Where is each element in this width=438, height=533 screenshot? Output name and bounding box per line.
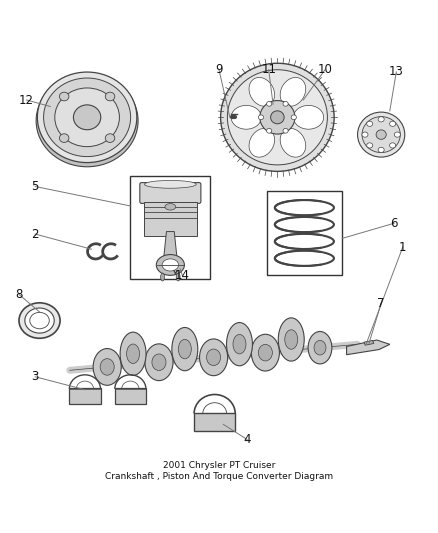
Ellipse shape [145,181,196,188]
Polygon shape [346,340,390,355]
Text: 14: 14 [175,269,190,281]
Ellipse shape [389,143,396,148]
Ellipse shape [127,344,140,364]
Ellipse shape [249,128,275,157]
Ellipse shape [176,273,180,281]
Text: 11: 11 [261,63,276,76]
Ellipse shape [362,117,400,152]
FancyBboxPatch shape [194,413,235,431]
Ellipse shape [37,72,137,163]
Ellipse shape [367,143,373,148]
Ellipse shape [291,115,297,120]
Ellipse shape [362,132,368,137]
Ellipse shape [280,77,306,106]
Text: 7: 7 [378,297,385,310]
Ellipse shape [145,344,173,381]
Ellipse shape [378,117,384,122]
FancyBboxPatch shape [144,201,197,236]
Ellipse shape [367,121,373,126]
Ellipse shape [271,111,284,124]
Ellipse shape [389,121,396,126]
FancyBboxPatch shape [140,183,201,204]
Ellipse shape [226,322,252,366]
Ellipse shape [93,349,121,385]
FancyBboxPatch shape [115,389,146,403]
Ellipse shape [36,75,138,167]
Ellipse shape [283,128,288,133]
Ellipse shape [293,106,324,129]
Ellipse shape [278,318,304,361]
Text: 8: 8 [15,288,23,301]
Text: 1: 1 [399,240,406,254]
Ellipse shape [249,77,275,106]
Ellipse shape [357,112,405,157]
Ellipse shape [283,101,288,106]
Ellipse shape [285,330,298,349]
Ellipse shape [120,332,146,375]
Ellipse shape [19,303,60,338]
Ellipse shape [207,349,221,366]
Text: 2: 2 [32,228,39,240]
Text: 2001 Chrysler PT Cruiser
Crankshaft , Piston And Torque Converter Diagram: 2001 Chrysler PT Cruiser Crankshaft , Pi… [105,461,333,481]
Ellipse shape [258,115,264,120]
Ellipse shape [200,339,228,376]
Ellipse shape [60,92,69,101]
Ellipse shape [231,106,261,129]
Ellipse shape [100,359,114,375]
Ellipse shape [165,204,176,210]
Text: 5: 5 [32,180,39,193]
Polygon shape [164,231,177,265]
FancyBboxPatch shape [131,176,210,279]
Ellipse shape [25,308,54,333]
Ellipse shape [221,63,334,172]
Ellipse shape [251,334,279,371]
Ellipse shape [152,354,166,370]
Ellipse shape [162,259,179,271]
Ellipse shape [105,134,115,142]
Ellipse shape [260,101,295,134]
Text: 3: 3 [32,370,39,383]
Ellipse shape [161,273,165,281]
Text: 10: 10 [318,63,332,76]
Ellipse shape [378,147,384,152]
Ellipse shape [308,332,332,364]
Ellipse shape [279,201,329,214]
Text: 12: 12 [19,93,34,107]
Ellipse shape [178,340,191,359]
Ellipse shape [314,341,326,355]
Ellipse shape [227,70,327,165]
Text: 4: 4 [244,433,251,446]
Ellipse shape [44,78,131,157]
Ellipse shape [267,101,272,106]
Text: 13: 13 [389,66,404,78]
Ellipse shape [267,128,272,133]
Ellipse shape [279,252,329,265]
Ellipse shape [172,327,198,371]
Ellipse shape [279,235,329,248]
Ellipse shape [74,105,101,130]
Polygon shape [364,341,374,345]
Ellipse shape [60,134,69,142]
Ellipse shape [233,334,246,354]
Text: 9: 9 [215,63,223,76]
Ellipse shape [258,344,272,361]
Text: 6: 6 [390,217,398,230]
Ellipse shape [376,130,386,139]
Ellipse shape [30,312,49,329]
FancyBboxPatch shape [267,191,342,275]
Ellipse shape [394,132,400,137]
Ellipse shape [280,128,306,157]
Ellipse shape [55,88,120,147]
FancyBboxPatch shape [69,389,100,403]
Ellipse shape [279,218,329,231]
Ellipse shape [156,255,184,276]
Ellipse shape [105,92,115,101]
